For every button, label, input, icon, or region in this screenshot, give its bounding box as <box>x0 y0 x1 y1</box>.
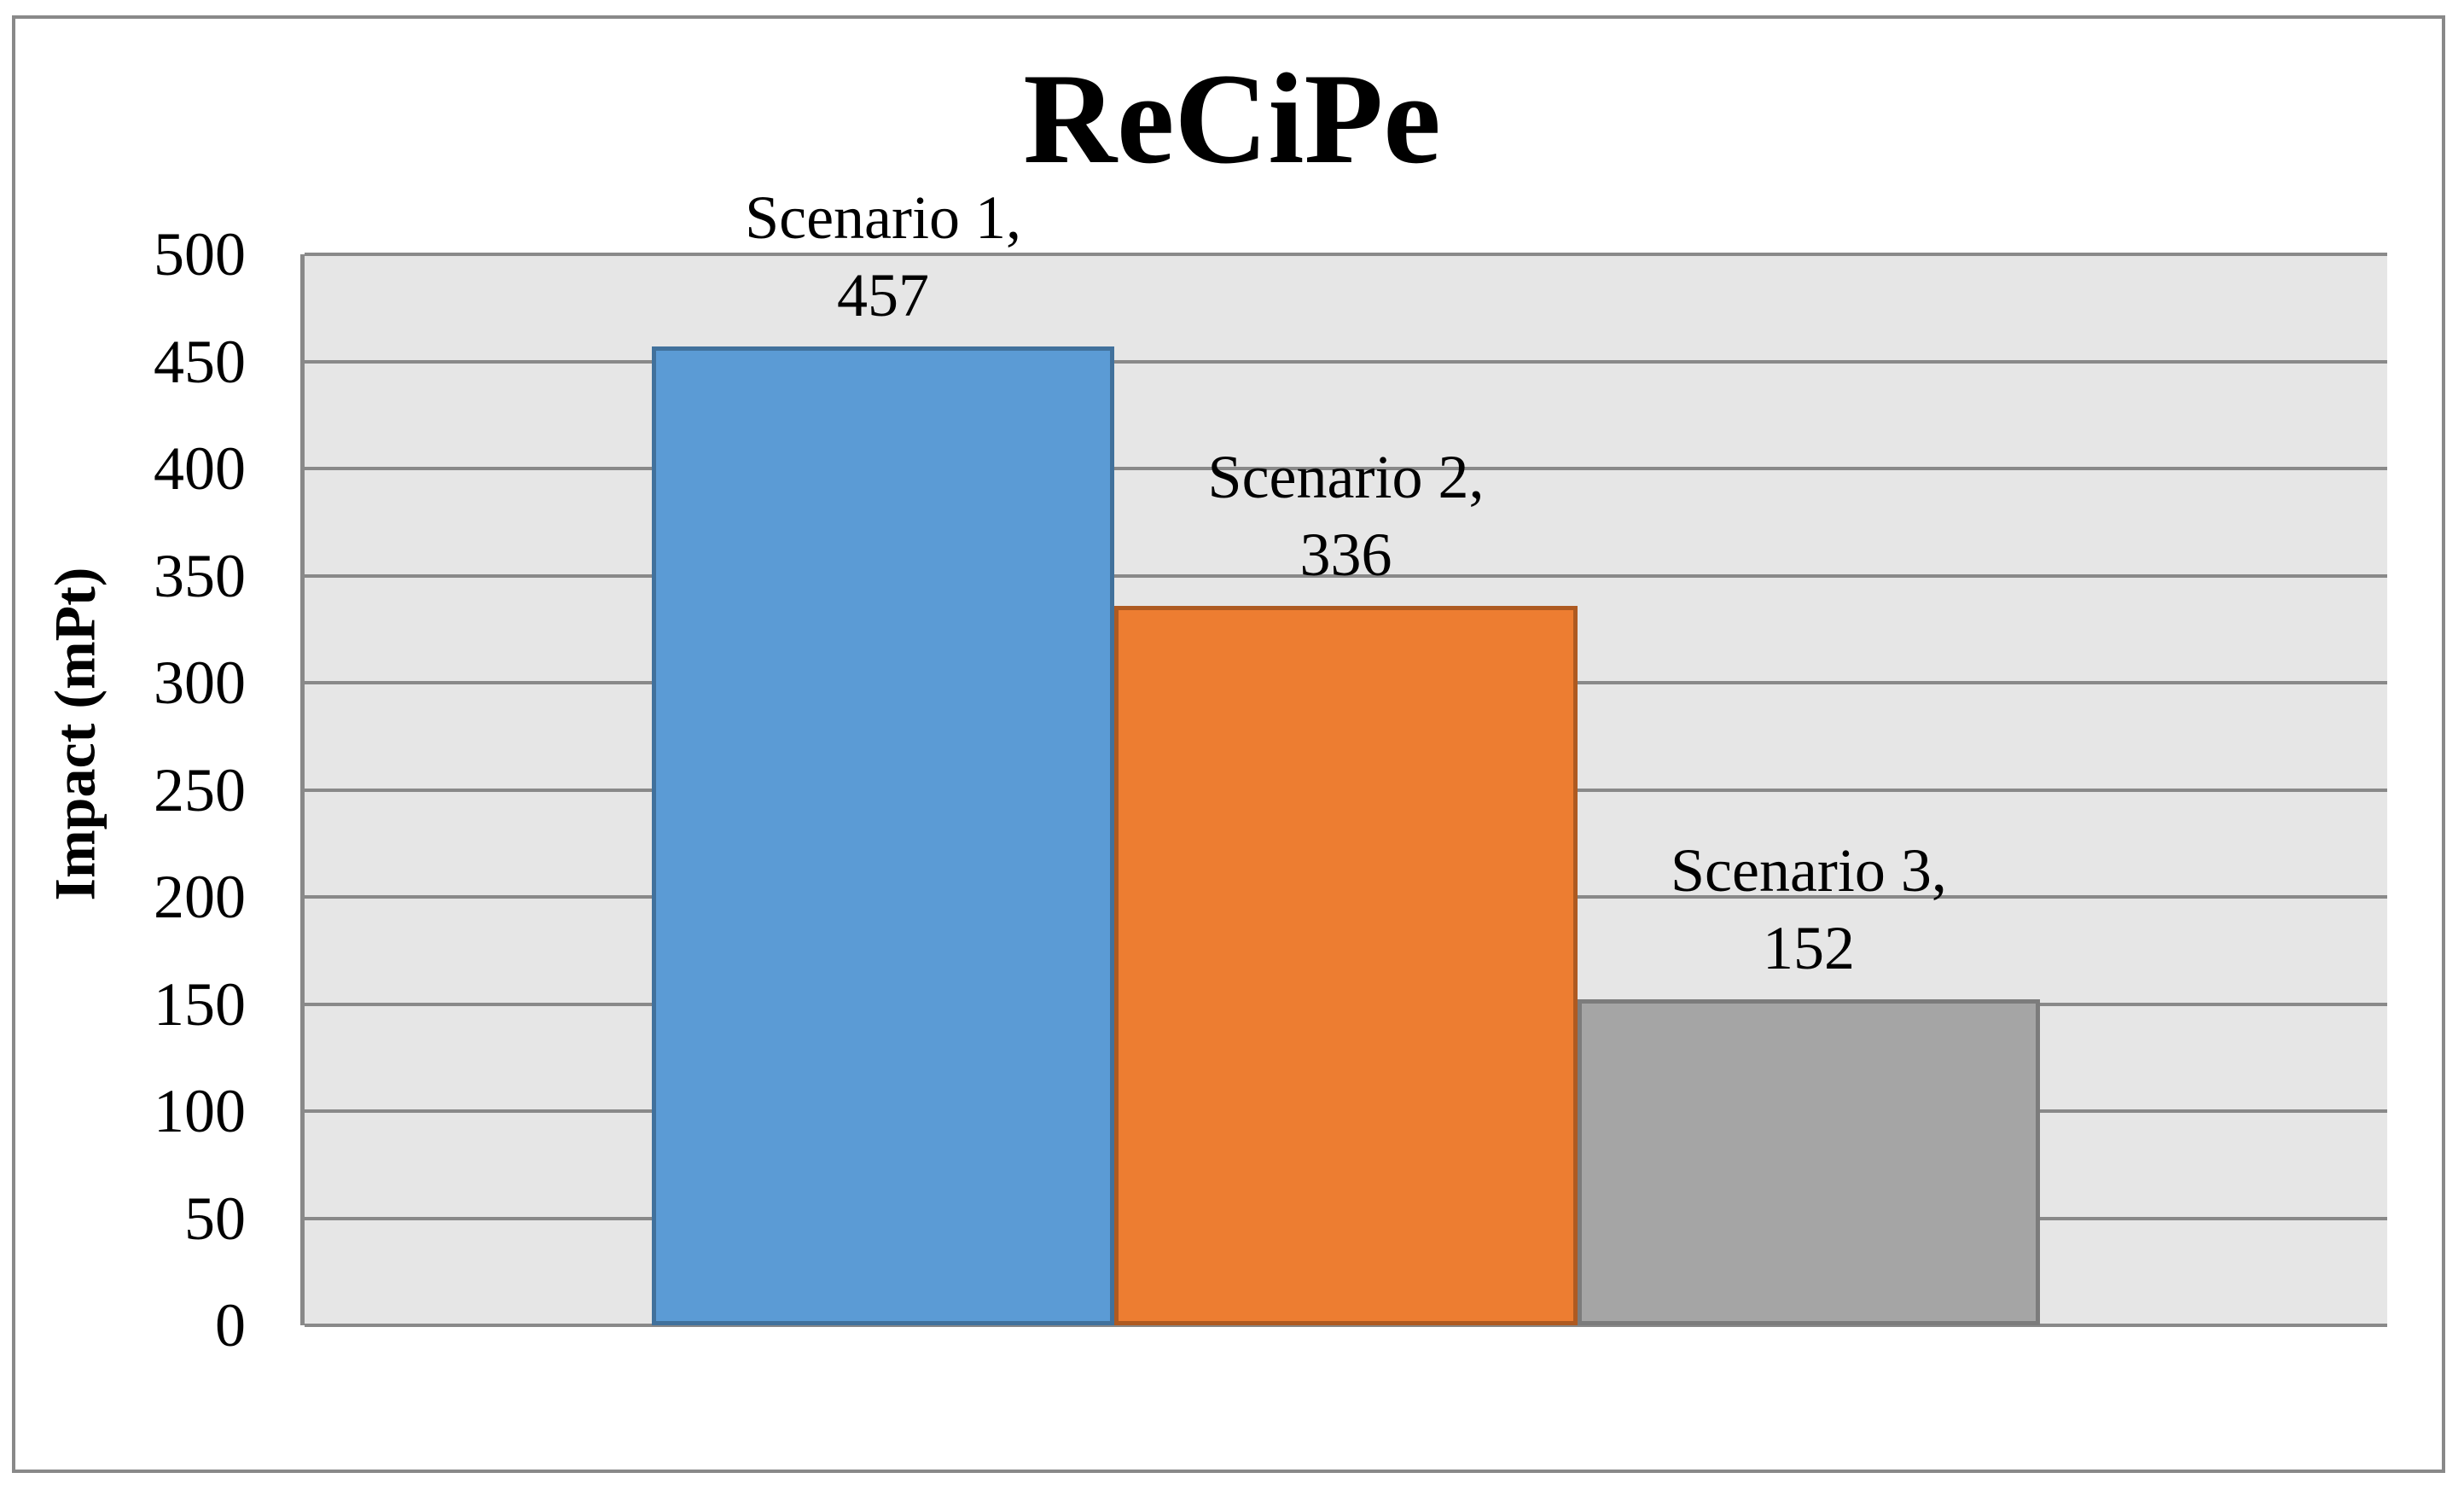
bar-scenario-3 <box>1577 999 2041 1325</box>
y-tick-label-0: 0 <box>215 1291 246 1359</box>
y-tick-label-250: 250 <box>154 755 246 824</box>
y-tick-label-50: 50 <box>184 1184 246 1253</box>
data-label-category: Scenario 2, <box>1207 442 1485 511</box>
y-tick-label-500: 500 <box>154 220 246 288</box>
y-tick-label-450: 450 <box>154 327 246 396</box>
y-tick-label-300: 300 <box>154 649 246 717</box>
gridline-0 <box>305 1324 2387 1327</box>
data-label-category: Scenario 3, <box>1670 836 1947 905</box>
y-tick-label-400: 400 <box>154 434 246 503</box>
y-tick-label-350: 350 <box>154 541 246 610</box>
chart-title: ReCiPe <box>1023 47 1441 190</box>
y-tick-label-200: 200 <box>154 863 246 931</box>
gridline-400 <box>305 467 2387 470</box>
bar-scenario-1 <box>651 346 1115 1325</box>
data-label-category: Scenario 1, <box>745 183 1021 252</box>
y-axis-title: Impact (mPt) <box>42 567 108 901</box>
gridline-450 <box>305 359 2387 364</box>
data-label-value: 457 <box>837 260 930 329</box>
data-label-scenario-1: Scenario 1, 457 <box>745 179 1021 335</box>
bar-scenario-2 <box>1114 605 1578 1325</box>
y-tick-label-150: 150 <box>154 969 246 1039</box>
gridline-350 <box>305 573 2387 578</box>
data-label-scenario-3: Scenario 3, 152 <box>1671 832 1947 987</box>
y-axis-tick-labels: 0 50 100 150 200 250 300 350 400 450 500 <box>0 0 246 1490</box>
data-label-value: 152 <box>1762 914 1855 983</box>
y-tick-label-100: 100 <box>154 1077 246 1145</box>
data-label-value: 336 <box>1299 520 1392 589</box>
plot-area: Scenario 1, 457 Scenario 2, 336 Scenario 3, 1… <box>300 183 2387 1327</box>
gridline-500 <box>305 253 2387 256</box>
data-label-scenario-2: Scenario 2, 336 <box>1208 439 1485 594</box>
